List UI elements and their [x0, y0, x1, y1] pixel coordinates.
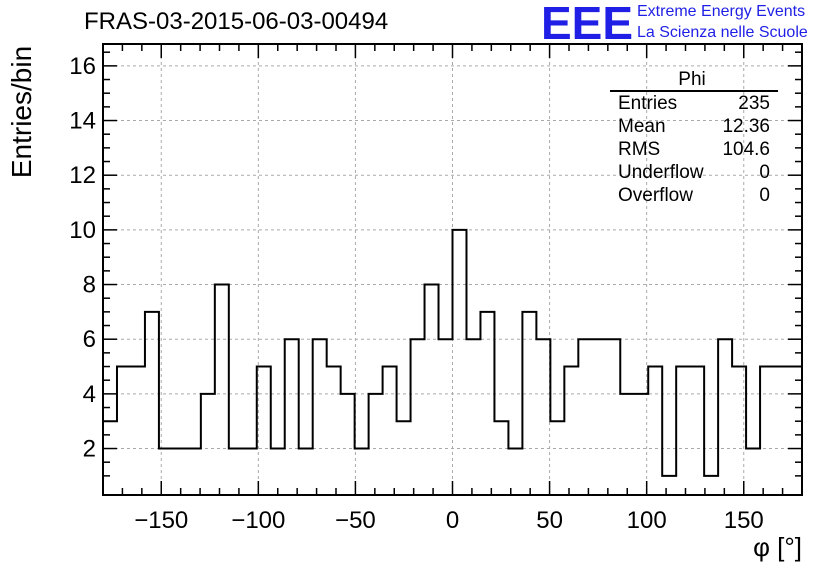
histogram-bin [285, 339, 299, 495]
stats-row-rms: RMS 104.6 [610, 138, 778, 161]
histogram-bin [662, 476, 676, 495]
histogram-bin [704, 476, 718, 495]
x-tick-label: 0 [446, 507, 459, 534]
histogram-bin [383, 367, 397, 495]
y-tick-label: 6 [83, 326, 96, 353]
histogram-bin [718, 339, 732, 495]
y-tick-label: 12 [69, 162, 96, 189]
stats-label: Entries [618, 93, 678, 114]
stats-label: Overflow [618, 185, 693, 206]
histogram-bin [746, 449, 760, 495]
eee-logo: EEE [541, 0, 634, 49]
y-tick-label: 16 [69, 53, 96, 80]
histogram-bin [397, 421, 411, 495]
stats-label: RMS [618, 139, 661, 160]
x-tick-label: 50 [536, 507, 563, 534]
histogram-bin [257, 367, 271, 495]
histogram-bin [411, 339, 425, 495]
histogram-bin [215, 285, 229, 495]
histogram-bin [536, 339, 550, 495]
y-tick-label: 2 [83, 436, 96, 463]
histogram-bin [173, 449, 187, 495]
stats-title: Phi [610, 70, 778, 92]
histogram-series-line [103, 228, 802, 477]
y-tick-label: 10 [69, 217, 96, 244]
stats-value: 0 [759, 185, 770, 206]
histogram-bin [187, 449, 201, 495]
histogram-bin [760, 367, 774, 495]
stats-row-mean: Mean 12.36 [610, 115, 778, 138]
stats-value: 235 [738, 93, 770, 114]
y-tick-label: 4 [83, 381, 96, 408]
histogram-bin [229, 449, 243, 495]
histogram-bin [355, 449, 369, 495]
stats-value: 12.36 [722, 116, 770, 137]
y-axis-label: Entries/bin [6, 45, 37, 179]
y-tick-label: 8 [83, 272, 96, 299]
histogram-bin [564, 367, 578, 495]
stats-row-underflow: Underflow 0 [610, 161, 778, 184]
histogram-bin [201, 394, 215, 495]
histogram-bin [313, 339, 327, 495]
stats-label: Underflow [618, 162, 704, 183]
histogram-bin [648, 367, 662, 495]
x-tick-label: 150 [724, 507, 764, 534]
y-tick-label: 14 [69, 108, 96, 135]
histogram-bin [117, 367, 131, 495]
histogram-bin [439, 339, 453, 495]
stats-label: Mean [618, 116, 666, 137]
histogram-bin [494, 421, 508, 495]
stats-value: 104.6 [722, 139, 770, 160]
histogram-bin [243, 449, 257, 495]
histogram-bin [606, 339, 620, 495]
histogram-bin [550, 421, 564, 495]
histogram-bin [299, 449, 313, 495]
run-title: FRAS-03-2015-06-03-00494 [84, 8, 389, 35]
logo-line-2: La Scienza nelle Scuole [637, 24, 808, 41]
stats-box: Phi Entries 235 Mean 12.36 RMS 104.6 Und… [610, 70, 778, 207]
histogram-bin [634, 394, 648, 495]
x-tick-label: −50 [335, 507, 376, 534]
histogram-bin [578, 339, 592, 495]
histogram-bin [690, 367, 704, 495]
histogram-bin [466, 339, 480, 495]
histogram-bin [341, 394, 355, 495]
stats-row-overflow: Overflow 0 [610, 184, 778, 207]
stats-value: 0 [759, 162, 770, 183]
x-tick-label: −150 [134, 507, 188, 534]
x-tick-label: 100 [627, 507, 667, 534]
stats-row-entries: Entries 235 [610, 92, 778, 115]
histogram-bin [774, 367, 788, 495]
histogram-bin [103, 421, 117, 495]
logo-line-1: Extreme Energy Events [637, 3, 806, 20]
histogram-bin [425, 285, 439, 495]
histogram-bin [369, 394, 383, 495]
histogram-bin [327, 367, 341, 495]
histogram-bin [676, 367, 690, 495]
histogram-bin [620, 394, 634, 495]
x-tick-label: −100 [231, 507, 285, 534]
histogram-bin [592, 339, 606, 495]
x-axis-label: φ [°] [753, 532, 802, 562]
histogram-bin [453, 230, 467, 495]
histogram-bin [131, 367, 145, 495]
